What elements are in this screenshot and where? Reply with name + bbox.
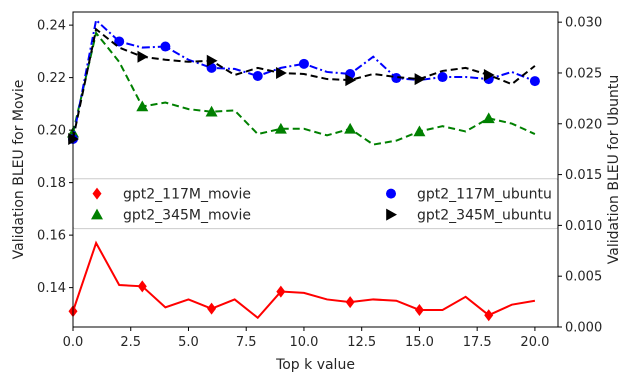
marker-gpt2_117M_movie-12 bbox=[346, 296, 355, 308]
marker-gpt2_345M_movie-12 bbox=[344, 123, 356, 134]
series-line-gpt2_117M_ubuntu bbox=[73, 20, 535, 139]
right-y-tick-label: 0.015 bbox=[565, 168, 602, 183]
x-tick-label: 20.0 bbox=[520, 335, 549, 350]
marker-gpt2_117M_movie-18 bbox=[484, 309, 493, 321]
left-y-tick-label: 0.18 bbox=[37, 176, 66, 191]
x-tick-label: 12.5 bbox=[347, 335, 376, 350]
plot-frame bbox=[73, 12, 558, 327]
x-tick-label: 2.5 bbox=[120, 335, 141, 350]
left-y-tick-label: 0.22 bbox=[37, 71, 66, 86]
marker-gpt2_345M_ubuntu-15 bbox=[415, 73, 426, 85]
right-y-axis-label: Validation BLEU for Ubuntu bbox=[606, 75, 622, 264]
marker-gpt2_117M_ubuntu-4 bbox=[160, 42, 170, 52]
legend-marker-gpt2_117M_ubuntu bbox=[386, 189, 396, 199]
marker-gpt2_117M_movie-15 bbox=[415, 304, 424, 316]
right-y-tick-label: 0.030 bbox=[565, 16, 602, 31]
right-y-tick-label: 0.010 bbox=[565, 219, 602, 234]
legend-label-gpt2_117M_ubuntu: gpt2_117M_ubuntu bbox=[417, 187, 552, 203]
left-y-tick-label: 0.24 bbox=[37, 19, 66, 34]
x-tick-label: 10.0 bbox=[289, 335, 318, 350]
marker-gpt2_345M_movie-15 bbox=[413, 125, 425, 136]
legend: gpt2_117M_movie gpt2_345M_movie gpt2_117M_… bbox=[73, 179, 558, 229]
marker-gpt2_117M_ubuntu-10 bbox=[299, 59, 309, 69]
legend-label-gpt2_117M_movie: gpt2_117M_movie bbox=[123, 187, 251, 203]
marker-gpt2_117M_ubuntu-8 bbox=[253, 71, 263, 81]
series-line-gpt2_345M_ubuntu bbox=[73, 29, 535, 139]
left-y-tick-label: 0.20 bbox=[37, 124, 66, 139]
x-tick-label: 15.0 bbox=[405, 335, 434, 350]
right-y-tick-label: 0.020 bbox=[565, 117, 602, 132]
left-y-tick-label: 0.14 bbox=[37, 281, 66, 296]
right-y-tick-label: 0.025 bbox=[565, 66, 602, 81]
x-tick-label: 5.0 bbox=[178, 335, 199, 350]
marker-gpt2_117M_ubuntu-20 bbox=[530, 76, 540, 86]
x-tick-label: 7.5 bbox=[236, 335, 257, 350]
marker-gpt2_345M_ubuntu-3 bbox=[137, 51, 148, 63]
marker-gpt2_117M_ubuntu-16 bbox=[438, 72, 448, 82]
legend-label-gpt2_345M_movie: gpt2_345M_movie bbox=[123, 208, 251, 224]
series-line-gpt2_345M_movie bbox=[73, 33, 535, 145]
x-tick-label: 0.0 bbox=[63, 335, 84, 350]
marker-gpt2_117M_movie-6 bbox=[207, 303, 216, 315]
series-layer bbox=[67, 20, 540, 321]
marker-gpt2_345M_movie-18 bbox=[483, 112, 495, 123]
left-y-axis-label: Validation BLEU for Movie bbox=[11, 80, 27, 260]
x-axis-label: Top k value bbox=[275, 357, 355, 373]
legend-label-gpt2_345M_ubuntu: gpt2_345M_ubuntu bbox=[417, 208, 552, 224]
right-y-tick-label: 0.000 bbox=[565, 321, 602, 336]
left-y-tick-label: 0.16 bbox=[37, 229, 66, 244]
right-y-tick-label: 0.005 bbox=[565, 270, 602, 285]
x-tick-label: 17.5 bbox=[463, 335, 492, 350]
